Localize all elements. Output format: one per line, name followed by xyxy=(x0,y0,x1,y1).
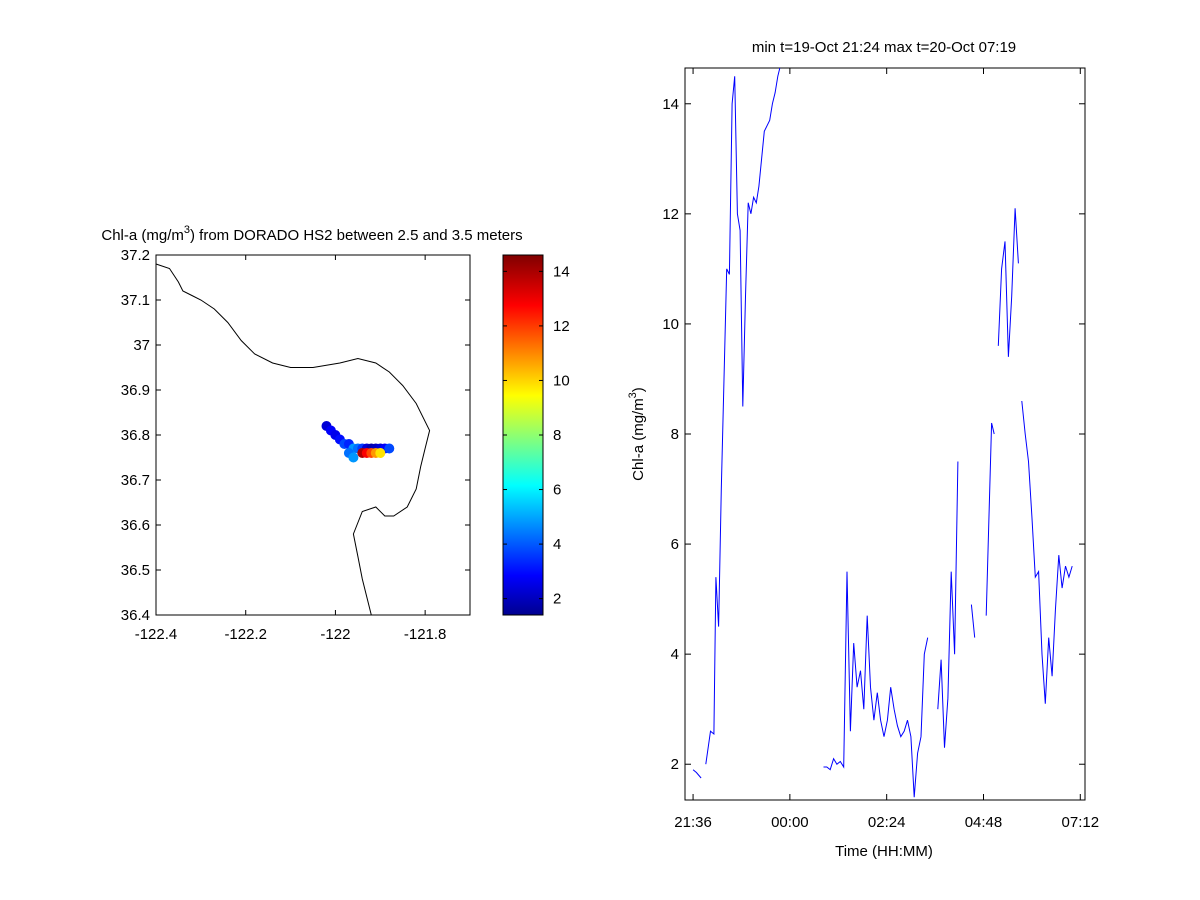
y-tick-label: 36.9 xyxy=(121,382,150,399)
x-tick-label: -122.4 xyxy=(135,626,178,643)
chl-series-segment xyxy=(692,769,702,779)
colorbar-tick-label: 8 xyxy=(553,427,561,444)
map-panel: Chl-a (mg/m3) from DORADO HS2 between 2.… xyxy=(101,224,522,643)
x-tick-label: -122.2 xyxy=(224,626,267,643)
map-title: Chl-a (mg/m3) from DORADO HS2 between 2.… xyxy=(101,224,522,244)
chl-series-segment xyxy=(1021,400,1073,704)
timeseries-title: min t=19-Oct 21:24 max t=20-Oct 07:19 xyxy=(752,39,1016,56)
colorbar-tick-label: 12 xyxy=(553,318,570,335)
map-axes-box xyxy=(155,254,471,616)
x-tick-label: -121.8 xyxy=(404,626,447,643)
y-tick-label: 36.6 xyxy=(121,517,150,534)
x-tick-label: 02:24 xyxy=(868,814,906,831)
chl-series-segment xyxy=(705,68,781,765)
track-point xyxy=(348,452,359,463)
y-tick-label: 37.1 xyxy=(121,292,150,309)
y-tick-label: 36.8 xyxy=(121,427,150,444)
y-tick-label: 37.2 xyxy=(121,247,150,264)
y-tick-label: 36.5 xyxy=(121,562,150,579)
y-tick-label: 6 xyxy=(671,536,679,553)
map-track-points xyxy=(321,421,395,463)
timeseries-panel: min t=19-Oct 21:24 max t=20-Oct 07:19 21… xyxy=(627,39,1099,860)
colorbar-tick-label: 2 xyxy=(553,591,561,608)
chl-series-segment xyxy=(985,422,995,616)
y-tick-label: 37 xyxy=(133,337,150,354)
y-tick-label: 2 xyxy=(671,756,679,773)
chl-series-segment xyxy=(997,208,1019,357)
track-point xyxy=(375,448,386,458)
chl-series-segment xyxy=(970,604,976,638)
chl-series-segment xyxy=(937,461,959,748)
x-tick-label: -122 xyxy=(320,626,350,643)
map-coastline xyxy=(155,263,431,616)
timeseries-y-axis: 14 12 10 8 6 4 2 xyxy=(662,96,1085,773)
y-tick-label: 12 xyxy=(662,206,679,223)
coastline-line xyxy=(155,263,431,616)
colorbar-tick-label: 6 xyxy=(553,482,561,499)
y-tick-label: 36.4 xyxy=(121,607,150,624)
colorbar-tick-label: 4 xyxy=(553,536,561,553)
colorbar: 14 12 10 8 6 4 2 xyxy=(502,254,570,616)
y-tick-label: 8 xyxy=(671,426,679,443)
timeseries-x-axis: 21:36 00:00 02:24 04:48 07:12 xyxy=(674,68,1099,831)
colorbar-tick-label: 14 xyxy=(553,263,570,280)
colorbar-axis: 14 12 10 8 6 4 2 xyxy=(503,263,570,608)
x-tick-label: 04:48 xyxy=(965,814,1003,831)
y-tick-label: 4 xyxy=(671,646,679,663)
map-x-axis: -122.4 -122.2 -122 -121.8 xyxy=(135,255,447,643)
map-y-axis: 37.2 37.1 37 36.9 36.8 36.7 36.6 36.5 36.4 xyxy=(121,247,470,624)
timeseries-xlabel: Time (HH:MM) xyxy=(835,843,933,860)
y-tick-label: 10 xyxy=(662,316,679,333)
timeseries-ylabel: Chl-a (mg/m3) xyxy=(627,387,647,481)
x-tick-label: 21:36 xyxy=(674,814,712,831)
colorbar-gradient xyxy=(502,254,544,616)
timeseries-axes-box xyxy=(684,67,1086,801)
chl-series-segment xyxy=(823,571,929,798)
x-tick-label: 07:12 xyxy=(1062,814,1100,831)
y-tick-label: 14 xyxy=(662,96,679,113)
colorbar-tick-label: 10 xyxy=(553,372,570,389)
timeseries-series xyxy=(692,68,1073,798)
track-point xyxy=(384,443,395,454)
y-tick-label: 36.7 xyxy=(121,472,150,489)
x-tick-label: 00:00 xyxy=(771,814,809,831)
